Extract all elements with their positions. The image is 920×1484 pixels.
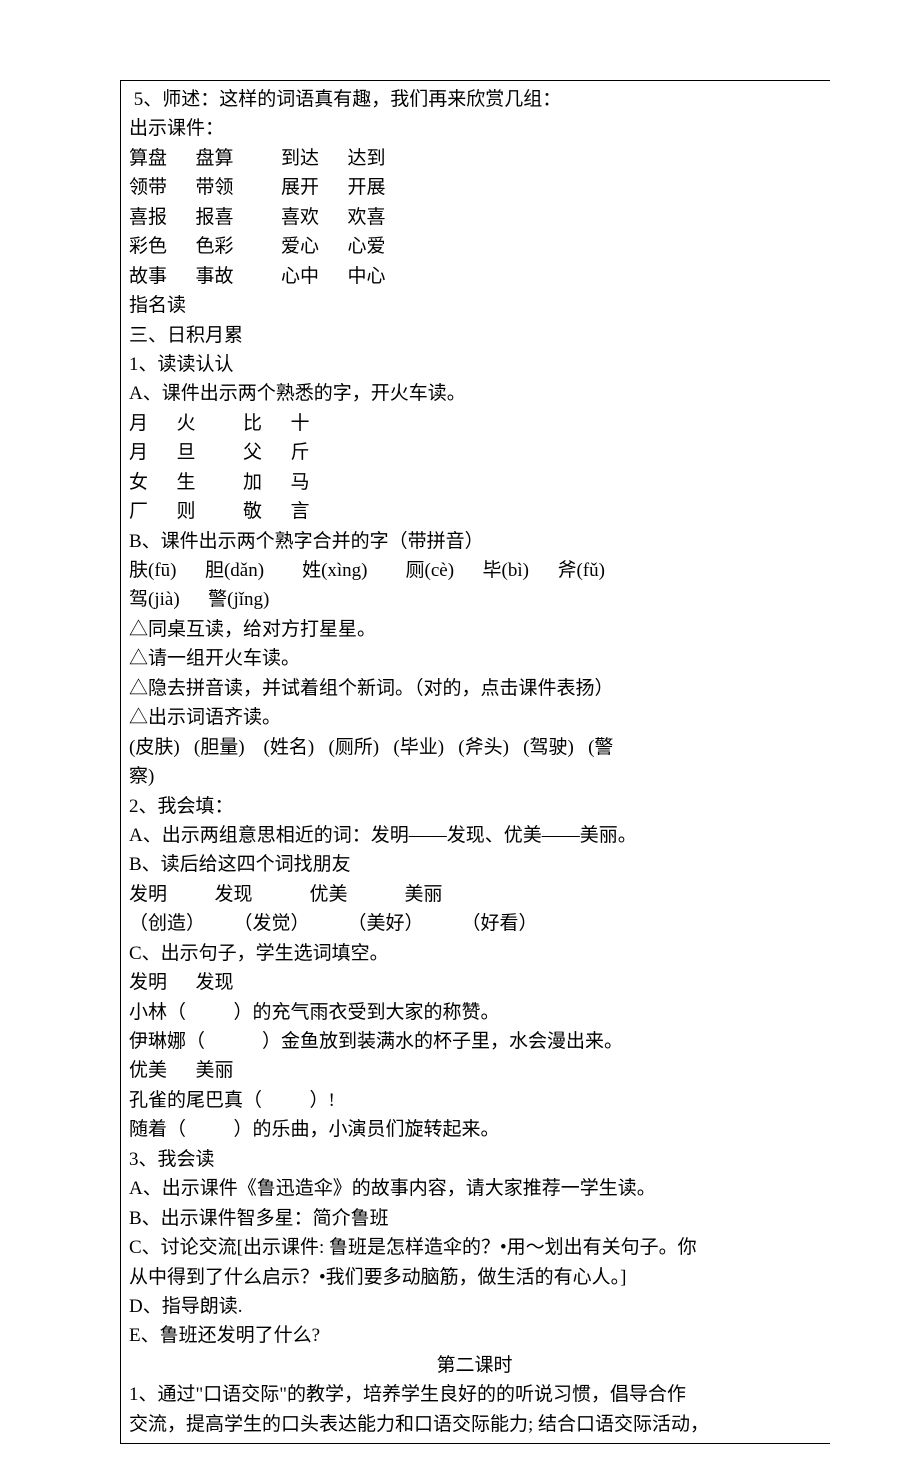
text-line: 1、读读认认	[129, 350, 820, 379]
text-line: B、读后给这四个词找朋友	[129, 850, 820, 879]
text-line: 三、日积月累	[129, 321, 820, 350]
text-line: D、指导朗读.	[129, 1292, 820, 1321]
text-line: 交流，提高学生的口头表达能力和口语交际能力; 结合口语交际活动，	[129, 1410, 820, 1439]
text-line: 女 生 加 马	[129, 468, 820, 497]
text-line: 发明 发现	[129, 968, 820, 997]
text-line: 孔雀的尾巴真（ ）!	[129, 1086, 820, 1115]
text-line: 算盘 盘算 到达 达到	[129, 144, 820, 173]
text-line: A、课件出示两个熟悉的字，开火车读。	[129, 379, 820, 408]
text-line: 出示课件：	[129, 114, 820, 143]
text-line: (皮肤) (胆量) (姓名) (厕所) (毕业) (斧头) (驾驶) (警	[129, 733, 820, 762]
document-page: 5、师述：这样的词语真有趣，我们再来欣赏几组：出示课件：算盘 盘算 到达 达到领…	[120, 80, 830, 1444]
text-line: 3、我会读	[129, 1145, 820, 1174]
text-line: B、课件出示两个熟字合并的字（带拼音）	[129, 527, 820, 556]
text-line: 1、通过"口语交际"的教学，培养学生良好的的听说习惯，倡导合作	[129, 1380, 820, 1409]
text-line: 优美 美丽	[129, 1056, 820, 1085]
text-line: B、出示课件智多星：简介鲁班	[129, 1204, 820, 1233]
text-line: 喜报 报喜 喜欢 欢喜	[129, 203, 820, 232]
text-line: C、出示句子，学生选词填空。	[129, 939, 820, 968]
text-line: 伊琳娜（ ）金鱼放到装满水的杯子里，水会漫出来。	[129, 1027, 820, 1056]
text-line: 5、师述：这样的词语真有趣，我们再来欣赏几组：	[129, 85, 820, 114]
text-line: △请一组开火车读。	[129, 644, 820, 673]
text-line: 月 旦 父 斤	[129, 438, 820, 467]
text-line: 随着（ ）的乐曲，小演员们旋转起来。	[129, 1115, 820, 1144]
text-line: 发明 发现 优美 美丽	[129, 880, 820, 909]
text-line: C、讨论交流[出示课件: 鲁班是怎样造伞的？•用～划出有关句子。你	[129, 1233, 820, 1262]
text-line: 领带 带领 展开 开展	[129, 173, 820, 202]
text-line: （创造） （发觉） （美好） （好看）	[129, 909, 820, 938]
text-line: 厂 则 敬 言	[129, 497, 820, 526]
text-line: A、出示两组意思相近的词：发明——发现、优美——美丽。	[129, 821, 820, 850]
text-line: 肤(fū) 胆(dǎn) 姓(xìng) 厕(cè) 毕(bì) 斧(fǔ)	[129, 556, 820, 585]
text-line: △出示词语齐读。	[129, 703, 820, 732]
text-line: 驾(jià) 警(jǐng)	[129, 585, 820, 614]
text-line: A、出示课件《鲁迅造伞》的故事内容，请大家推荐一学生读。	[129, 1174, 820, 1203]
text-line: 彩色 色彩 爱心 心爱	[129, 232, 820, 261]
text-line: 月 火 比 十	[129, 409, 820, 438]
text-line: 指名读	[129, 291, 820, 320]
text-line: 2、我会填：	[129, 792, 820, 821]
text-line: 故事 事故 心中 中心	[129, 262, 820, 291]
text-line: △隐去拼音读，并试着组个新词。（对的，点击课件表扬）	[129, 674, 820, 703]
text-line: 察)	[129, 762, 820, 791]
text-line: 小林（ ）的充气雨衣受到大家的称赞。	[129, 998, 820, 1027]
text-line: 第二课时	[129, 1351, 820, 1380]
text-line: E、鲁班还发明了什么?	[129, 1321, 820, 1350]
text-line: 从中得到了什么启示？•我们要多动脑筋，做生活的有心人。]	[129, 1263, 820, 1292]
text-line: △同桌互读，给对方打星星。	[129, 615, 820, 644]
